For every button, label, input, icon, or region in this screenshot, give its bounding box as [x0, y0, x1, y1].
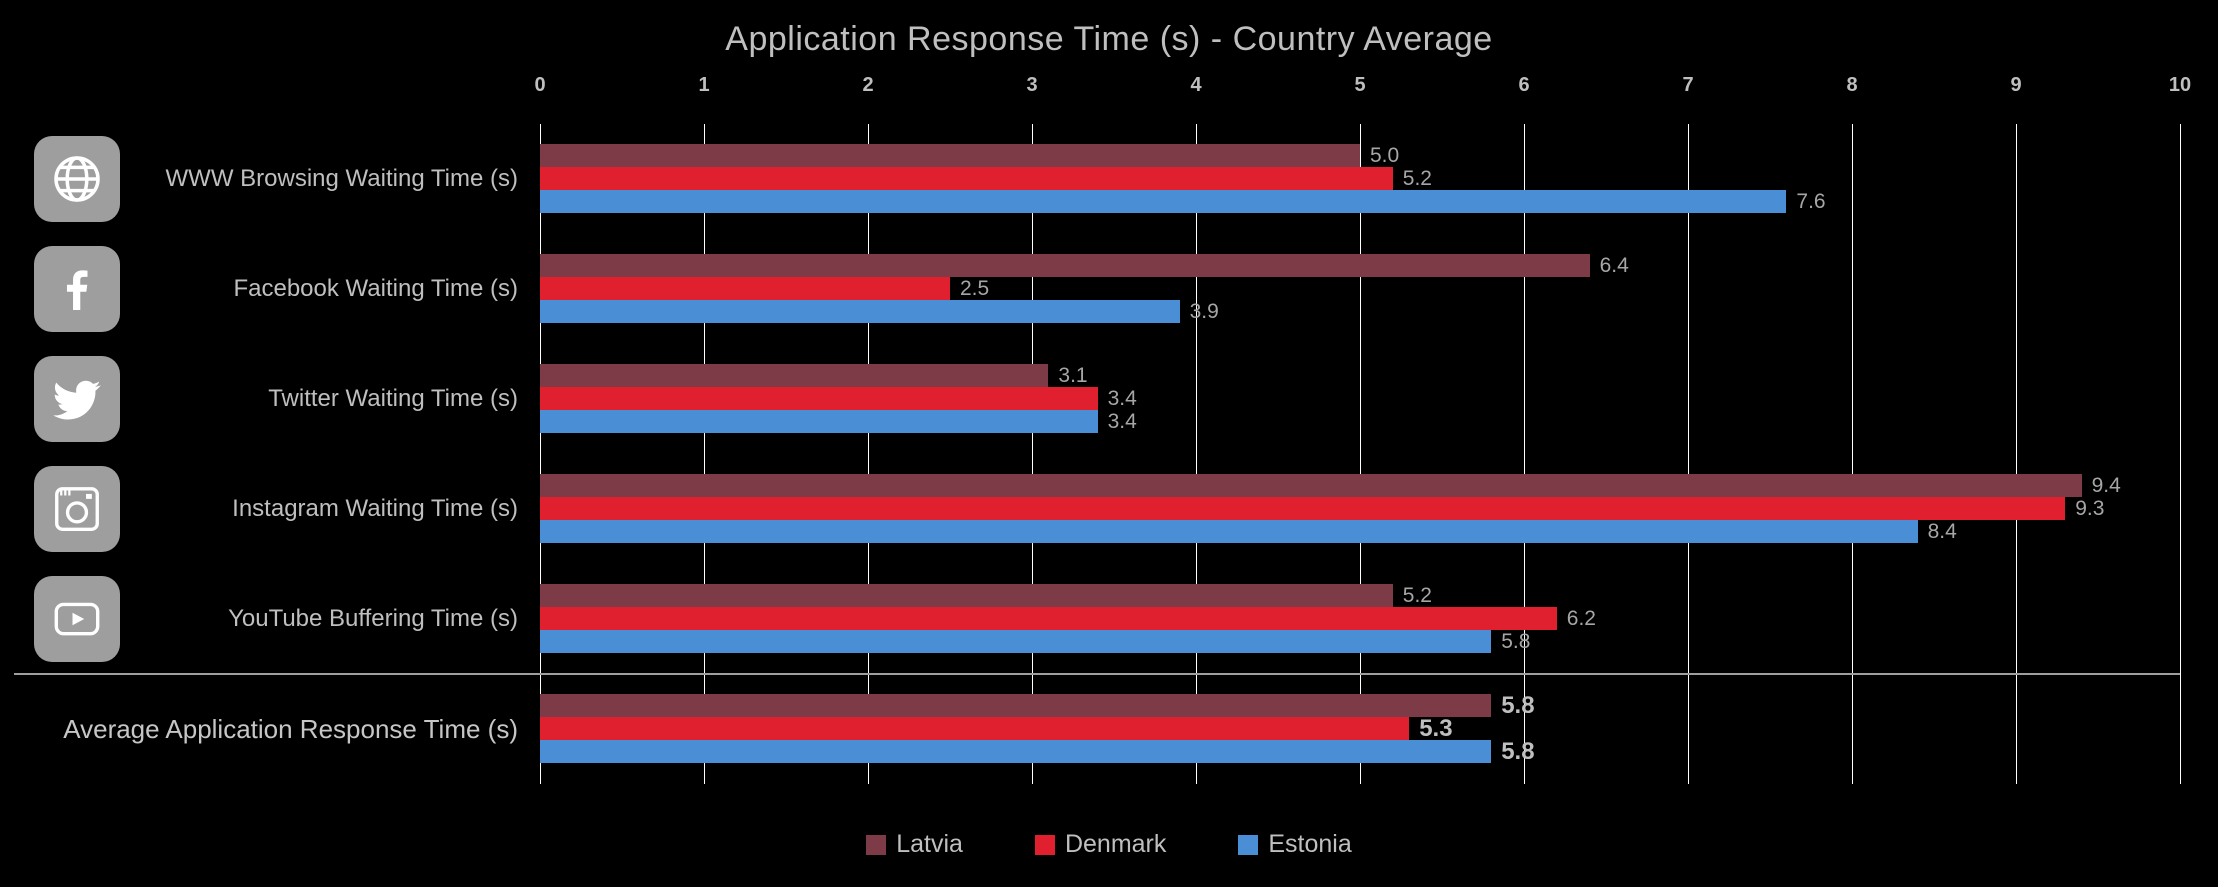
axis-tick-label: 3	[1026, 74, 1038, 96]
legend-label: Estonia	[1268, 830, 1352, 858]
value-label: 5.8	[1501, 629, 1531, 653]
bar-latvia: 3.1	[540, 364, 1088, 387]
axis-tick-label: 0	[534, 74, 546, 96]
gridline	[1852, 124, 1853, 784]
axis-tick-label: 4	[1190, 74, 1202, 96]
value-label: 9.4	[2091, 473, 2121, 497]
bar-estonia: 3.4	[540, 410, 1137, 433]
value-label: 7.6	[1796, 189, 1826, 213]
globe-icon	[34, 136, 120, 222]
value-label: 5.2	[1402, 583, 1432, 607]
bar-denmark: 2.5	[540, 277, 989, 300]
youtube-icon	[34, 576, 120, 662]
gridline	[1524, 124, 1525, 784]
category-label: Instagram Waiting Time (s)	[232, 495, 518, 522]
gridline	[704, 124, 705, 784]
value-label: 5.3	[1419, 714, 1453, 742]
gridline	[540, 124, 541, 784]
chart-row: 5.0 5.2 7.6	[540, 124, 2180, 234]
gridline	[1360, 124, 1361, 784]
legend-label: Latvia	[896, 830, 963, 858]
legend-swatch	[866, 834, 887, 855]
axis-tick-label: 8	[1846, 74, 1858, 96]
value-label: 2.5	[960, 276, 990, 300]
value-label: 9.3	[2075, 496, 2105, 520]
legend-item-latvia: Latvia	[866, 830, 963, 859]
category-label: Facebook Waiting Time (s)	[233, 275, 518, 302]
bar-estonia: 7.6	[540, 190, 1826, 213]
axis-tick-label: 10	[2168, 74, 2192, 96]
axis-tick-label: 2	[862, 74, 874, 96]
chart-row: 9.4 9.3 8.4	[540, 454, 2180, 564]
value-label: 5.8	[1501, 691, 1535, 719]
bar-denmark: 5.2	[540, 167, 1432, 190]
value-label: 5.0	[1370, 143, 1400, 167]
category-labels: WWW Browsing Waiting Time (s) Facebook Wa…	[0, 124, 518, 784]
chart-rows: 5.0 5.2 7.6 6.4 2.5 3.9 3.1 3.4 3.4 9.4 9.3 8.4 5.2 6…	[540, 124, 2180, 784]
gridline	[2180, 124, 2181, 784]
gridline	[2016, 124, 2017, 784]
gridline	[1196, 124, 1197, 784]
value-label: 3.1	[1058, 363, 1088, 387]
axis-tick-label: 6	[1518, 74, 1530, 96]
chart-row: 5.8 5.3 5.8	[540, 674, 2180, 784]
value-label: 3.4	[1107, 409, 1137, 433]
value-label: 5.2	[1402, 166, 1432, 190]
axis-tick-label: 1	[698, 74, 710, 96]
bar-latvia: 5.8	[540, 692, 1535, 719]
bar-estonia: 8.4	[540, 520, 1957, 543]
bar-latvia: 6.4	[540, 254, 1629, 277]
instagram-icon	[34, 466, 120, 552]
value-label: 8.4	[1927, 519, 1957, 543]
value-label: 5.8	[1501, 737, 1535, 765]
bar-latvia: 5.2	[540, 584, 1432, 607]
category-label: YouTube Buffering Time (s)	[228, 605, 518, 632]
bar-denmark: 6.2	[540, 607, 1596, 630]
bar-denmark: 9.3	[540, 497, 2104, 520]
category-label: Twitter Waiting Time (s)	[268, 385, 518, 412]
facebook-icon	[34, 246, 120, 332]
value-label: 3.4	[1107, 386, 1137, 410]
average-separator-line	[14, 673, 2180, 675]
bar-estonia: 5.8	[540, 738, 1535, 765]
legend-item-estonia: Estonia	[1238, 830, 1352, 859]
axis-tick-label: 7	[1682, 74, 1694, 96]
value-label: 6.4	[1599, 253, 1629, 277]
category-label: Average Application Response Time (s)	[63, 713, 518, 744]
bar-denmark: 3.4	[540, 387, 1137, 410]
legend-item-denmark: Denmark	[1034, 830, 1167, 859]
legend-label: Denmark	[1064, 830, 1167, 858]
axis-tick-label: 9	[2010, 74, 2022, 96]
bar-estonia: 5.8	[540, 630, 1530, 653]
bar-latvia: 9.4	[540, 474, 2121, 497]
legend-swatch	[1034, 834, 1055, 855]
chart-row: 5.2 6.2 5.8	[540, 564, 2180, 674]
value-label: 6.2	[1566, 606, 1596, 630]
axis-tick-label: 5	[1354, 74, 1366, 96]
legend: Latvia Denmark Estonia	[0, 830, 2218, 859]
gridline	[1032, 124, 1033, 784]
bar-denmark: 5.3	[540, 715, 1453, 742]
chart-row: 3.1 3.4 3.4	[540, 344, 2180, 454]
bar-latvia: 5.0	[540, 144, 1399, 167]
chart-row: 6.4 2.5 3.9	[540, 234, 2180, 344]
gridline	[868, 124, 869, 784]
chart-title: Application Response Time (s) - Country …	[725, 20, 1493, 58]
category-label: WWW Browsing Waiting Time (s)	[165, 165, 518, 192]
legend-swatch	[1238, 834, 1259, 855]
bar-estonia: 3.9	[540, 300, 1219, 323]
value-label: 3.9	[1189, 299, 1219, 323]
twitter-icon	[34, 356, 120, 442]
gridline	[1688, 124, 1689, 784]
